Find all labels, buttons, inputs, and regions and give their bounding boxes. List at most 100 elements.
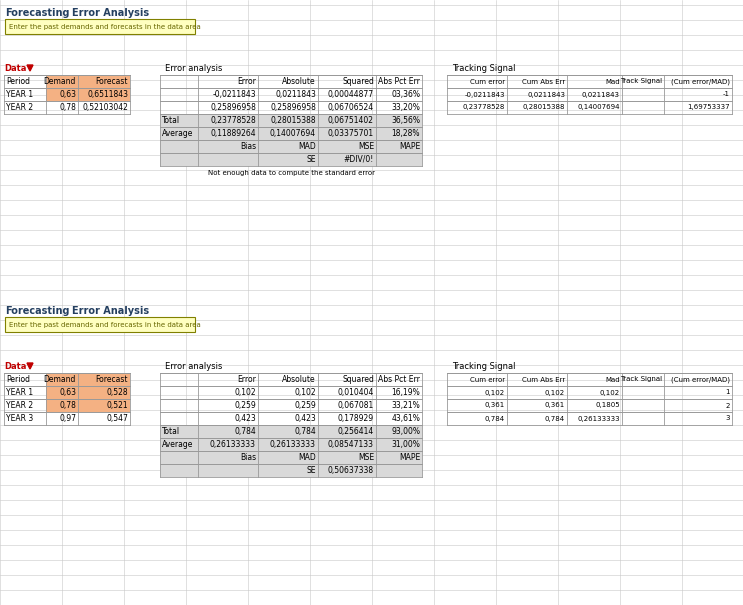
Text: 93,00%: 93,00%	[391, 427, 420, 436]
Text: Enter the past demands and forecasts in the data area: Enter the past demands and forecasts in …	[9, 24, 201, 30]
Text: Forecasting: Forecasting	[5, 306, 70, 316]
Text: MAD: MAD	[298, 142, 316, 151]
Text: 0,78: 0,78	[59, 401, 76, 410]
Text: 0,25896958: 0,25896958	[270, 103, 316, 112]
Text: Total: Total	[162, 116, 180, 125]
Text: 0,102: 0,102	[485, 390, 505, 396]
Text: (Cum error/MAD): (Cum error/MAD)	[671, 78, 730, 85]
Text: Data: Data	[4, 64, 26, 73]
Text: 31,00%: 31,00%	[391, 440, 420, 449]
Text: Track Signal: Track Signal	[620, 376, 662, 382]
Text: Enter the past demands and forecasts in the data area: Enter the past demands and forecasts in …	[9, 321, 201, 327]
Text: 0,259: 0,259	[294, 401, 316, 410]
Text: MAPE: MAPE	[399, 142, 420, 151]
Text: 0,178929: 0,178929	[338, 414, 374, 423]
Text: Bias: Bias	[240, 142, 256, 151]
Text: 18,28%: 18,28%	[392, 129, 420, 138]
Text: 0,256414: 0,256414	[338, 427, 374, 436]
Text: Forecast: Forecast	[96, 375, 128, 384]
Text: 0,08547133: 0,08547133	[328, 440, 374, 449]
Text: 0,97: 0,97	[59, 414, 76, 423]
Text: Data: Data	[4, 362, 26, 371]
Text: Tracking Signal: Tracking Signal	[452, 362, 516, 371]
Text: 2: 2	[726, 402, 730, 408]
Text: 0,25896958: 0,25896958	[210, 103, 256, 112]
Text: Cum Abs Err: Cum Abs Err	[522, 79, 565, 85]
Text: 1,69753337: 1,69753337	[687, 105, 730, 111]
Bar	[160, 438, 422, 451]
Text: 0,423: 0,423	[234, 414, 256, 423]
Text: Error analysis: Error analysis	[165, 64, 222, 73]
Text: YEAR 2: YEAR 2	[6, 401, 33, 410]
Text: 33,21%: 33,21%	[392, 401, 420, 410]
Text: (Cum error/MAD): (Cum error/MAD)	[671, 376, 730, 383]
Bar	[160, 127, 422, 140]
Bar	[46, 386, 130, 399]
Text: 0,102: 0,102	[545, 390, 565, 396]
Text: Track Signal: Track Signal	[620, 79, 662, 85]
Text: YEAR 3: YEAR 3	[6, 414, 33, 423]
Text: 0,06751402: 0,06751402	[328, 116, 374, 125]
Text: MAPE: MAPE	[399, 453, 420, 462]
Text: MSE: MSE	[358, 453, 374, 462]
Text: 0,28015388: 0,28015388	[270, 116, 316, 125]
Text: -0,0211843: -0,0211843	[212, 90, 256, 99]
Text: YEAR 1: YEAR 1	[6, 388, 33, 397]
Text: 0,63: 0,63	[59, 388, 76, 397]
Bar	[160, 451, 422, 464]
Text: 0,010404: 0,010404	[337, 388, 374, 397]
Text: 0,361: 0,361	[545, 402, 565, 408]
Text: MAD: MAD	[298, 453, 316, 462]
Text: Error: Error	[237, 77, 256, 86]
Text: Tracking Signal: Tracking Signal	[452, 64, 516, 73]
Text: Period: Period	[6, 375, 30, 384]
Text: 0,63: 0,63	[59, 90, 76, 99]
Text: 0,52103042: 0,52103042	[82, 103, 128, 112]
Text: 0,26133333: 0,26133333	[210, 440, 256, 449]
Text: 0,0211843: 0,0211843	[275, 90, 316, 99]
Text: 0,521: 0,521	[106, 401, 128, 410]
Text: Cum error: Cum error	[470, 79, 505, 85]
Text: 0,23778528: 0,23778528	[210, 116, 256, 125]
Bar	[5, 19, 195, 34]
Text: Period: Period	[6, 77, 30, 86]
Bar	[160, 114, 422, 127]
Text: Cum Abs Err: Cum Abs Err	[522, 376, 565, 382]
Bar	[46, 75, 130, 88]
Text: 0,423: 0,423	[294, 414, 316, 423]
Text: Cum error: Cum error	[470, 376, 505, 382]
Text: 0,784: 0,784	[294, 427, 316, 436]
Text: Error analysis: Error analysis	[165, 362, 222, 371]
Text: -0,0211843: -0,0211843	[464, 91, 505, 97]
Text: 0,361: 0,361	[484, 402, 505, 408]
Text: 0,784: 0,784	[234, 427, 256, 436]
Text: Abs Pct Err: Abs Pct Err	[378, 77, 420, 86]
Text: 0,784: 0,784	[545, 416, 565, 422]
Text: YEAR 1: YEAR 1	[6, 90, 33, 99]
Text: Squared: Squared	[342, 77, 374, 86]
Text: Bias: Bias	[240, 453, 256, 462]
Polygon shape	[27, 363, 33, 369]
Bar	[46, 373, 130, 386]
Text: 0,259: 0,259	[234, 401, 256, 410]
Text: 0,0211843: 0,0211843	[582, 91, 620, 97]
Text: 0,6511843: 0,6511843	[87, 90, 128, 99]
Text: 0,28015388: 0,28015388	[522, 105, 565, 111]
Text: SE: SE	[307, 466, 316, 475]
Text: Average: Average	[162, 129, 193, 138]
Text: 36,56%: 36,56%	[391, 116, 420, 125]
Bar	[160, 464, 422, 477]
Text: 16,19%: 16,19%	[392, 388, 420, 397]
Text: 3: 3	[725, 416, 730, 422]
Text: 0,0211843: 0,0211843	[527, 91, 565, 97]
Text: 0,528: 0,528	[106, 388, 128, 397]
Text: YEAR 2: YEAR 2	[6, 103, 33, 112]
Text: SE: SE	[307, 155, 316, 164]
Text: 0,00044877: 0,00044877	[328, 90, 374, 99]
Bar	[46, 399, 130, 412]
Text: 43,61%: 43,61%	[391, 414, 420, 423]
Polygon shape	[27, 65, 33, 71]
Bar	[5, 317, 195, 332]
Text: Absolute: Absolute	[282, 375, 316, 384]
Text: 0,1805: 0,1805	[595, 402, 620, 408]
